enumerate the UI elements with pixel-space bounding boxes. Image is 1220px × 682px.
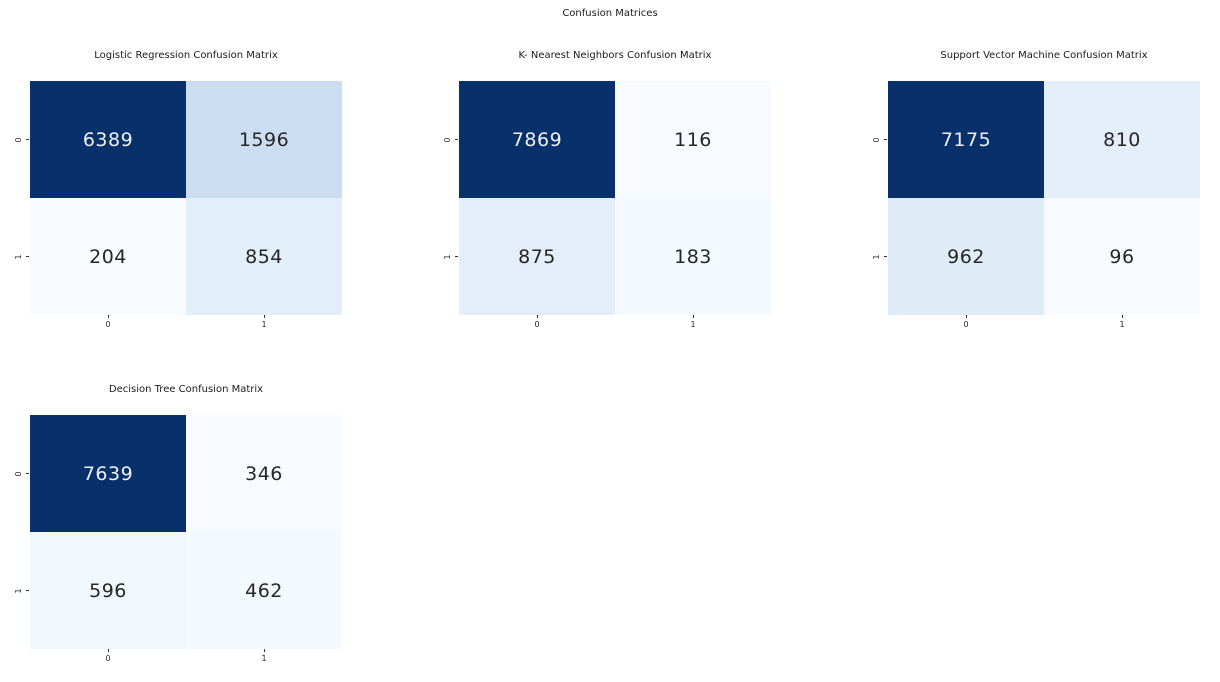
y-tick-label: 1 <box>14 253 23 260</box>
cell-value: 116 <box>674 128 712 151</box>
cell-value: 183 <box>674 245 712 268</box>
heatmap-cell: 596 <box>30 532 186 649</box>
cell-value: 1596 <box>238 128 290 151</box>
y-tick-mark <box>26 256 29 257</box>
axes-logistic-regression: Logistic Regression Confusion Matrix 638… <box>14 48 342 348</box>
y-tick-mark <box>455 256 458 257</box>
heatmap-k-nearest-neighbors: 7869 116 875 183 0 1 0 1 <box>443 81 771 329</box>
cell-value: 96 <box>1109 245 1135 268</box>
heatmap-row: 7869 116 <box>459 81 771 198</box>
heatmap-cell: 462 <box>186 532 342 649</box>
heatmap-decision-tree: 7639 346 596 462 0 1 0 1 <box>14 415 342 663</box>
cell-value: 7869 <box>511 128 563 151</box>
axes-title-k-nearest-neighbors: K- Nearest Neighbors Confusion Matrix <box>518 50 712 61</box>
x-tick-mark <box>263 315 265 318</box>
axes-title-decision-tree: Decision Tree Confusion Matrix <box>108 384 264 395</box>
cell-value: 596 <box>89 579 127 602</box>
y-tick-mark <box>884 256 887 257</box>
y-tick-label: 1 <box>872 253 881 260</box>
axes-title-logistic-regression: Logistic Regression Confusion Matrix <box>94 50 278 61</box>
x-tick-label: 1 <box>261 320 267 329</box>
y-tick-label: 0 <box>872 136 881 143</box>
axes-decision-tree: Decision Tree Confusion Matrix 7639 346 59… <box>14 382 342 682</box>
x-tick-mark <box>263 649 265 652</box>
x-tick-mark <box>965 315 967 318</box>
heatmap-row: 596 462 <box>30 532 342 649</box>
heatmap-cell: 7175 <box>888 81 1044 198</box>
x-tick-mark <box>536 315 538 318</box>
figure-title: Confusion Matrices <box>562 8 658 19</box>
heatmap-cell: 1596 <box>186 81 342 198</box>
heatmap-row: 7175 810 <box>888 81 1200 198</box>
x-tick-label: 0 <box>963 320 969 329</box>
x-tick-label: 0 <box>105 320 111 329</box>
cell-value: 6389 <box>82 128 134 151</box>
x-tick-label: 1 <box>690 320 696 329</box>
heatmap-row: 6389 1596 <box>30 81 342 198</box>
y-tick-label: 1 <box>443 253 452 260</box>
heatmap-cell: 183 <box>615 198 771 315</box>
heatmap-row: 204 854 <box>30 198 342 315</box>
heatmap-cell: 346 <box>186 415 342 532</box>
heatmap-cell: 116 <box>615 81 771 198</box>
cell-value: 810 <box>1103 128 1141 151</box>
y-tick-label: 0 <box>14 470 23 477</box>
cell-value: 7639 <box>82 462 134 485</box>
heatmap-logistic-regression: 6389 1596 204 854 0 1 0 1 <box>14 81 342 329</box>
axes-support-vector-machine: Support Vector Machine Confusion Matrix … <box>872 48 1200 348</box>
cell-value: 962 <box>947 245 985 268</box>
cell-value: 854 <box>245 245 283 268</box>
heatmap-support-vector-machine: 7175 810 962 96 0 1 0 1 <box>872 81 1200 329</box>
cell-value: 875 <box>518 245 556 268</box>
y-tick-mark <box>884 139 887 140</box>
y-tick-mark <box>26 590 29 591</box>
heatmap-cell: 875 <box>459 198 615 315</box>
cell-value: 462 <box>245 579 283 602</box>
heatmap-row: 962 96 <box>888 198 1200 315</box>
x-tick-mark <box>1121 315 1123 318</box>
heatmap-cell: 6389 <box>30 81 186 198</box>
heatmap-row: 875 183 <box>459 198 771 315</box>
x-tick-mark <box>107 649 109 652</box>
heatmap-cell: 7869 <box>459 81 615 198</box>
y-tick-label: 0 <box>14 136 23 143</box>
y-tick-mark <box>455 139 458 140</box>
y-tick-label: 1 <box>14 587 23 594</box>
heatmap-cell: 854 <box>186 198 342 315</box>
heatmap-row: 7639 346 <box>30 415 342 532</box>
heatmap-cell: 96 <box>1044 198 1200 315</box>
y-tick-label: 0 <box>443 136 452 143</box>
heatmap-cell: 962 <box>888 198 1044 315</box>
x-tick-mark <box>692 315 694 318</box>
heatmap-cell: 204 <box>30 198 186 315</box>
y-tick-mark <box>26 473 29 474</box>
heatmap-cell: 7639 <box>30 415 186 532</box>
axes-k-nearest-neighbors: K- Nearest Neighbors Confusion Matrix 78… <box>443 48 771 348</box>
cell-value: 346 <box>245 462 283 485</box>
cell-value: 7175 <box>940 128 992 151</box>
x-tick-label: 0 <box>534 320 540 329</box>
x-tick-label: 1 <box>261 654 267 663</box>
axes-title-support-vector-machine: Support Vector Machine Confusion Matrix <box>940 50 1148 61</box>
x-tick-label: 0 <box>105 654 111 663</box>
heatmap-cell: 810 <box>1044 81 1200 198</box>
cell-value: 204 <box>89 245 127 268</box>
x-tick-mark <box>107 315 109 318</box>
x-tick-label: 1 <box>1119 320 1125 329</box>
y-tick-mark <box>26 139 29 140</box>
